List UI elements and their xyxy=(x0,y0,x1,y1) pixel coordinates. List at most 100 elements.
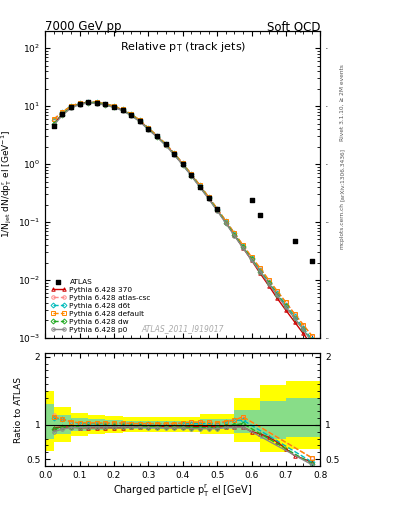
Pythia 6.428 p0 xyxy=(120,108,125,114)
Pythia 6.428 default xyxy=(223,218,228,224)
Text: Relative p$_{\rm T}$ (track jets): Relative p$_{\rm T}$ (track jets) xyxy=(119,40,246,54)
Line: Pythia 6.428 p0: Pythia 6.428 p0 xyxy=(52,101,314,343)
Pythia 6.428 p0 xyxy=(232,232,237,239)
Pythia 6.428 370 xyxy=(146,126,151,132)
Pythia 6.428 dw xyxy=(103,102,108,108)
Pythia 6.428 p0 xyxy=(172,152,176,158)
Pythia 6.428 p0 xyxy=(309,338,314,344)
ATLAS xyxy=(206,194,212,202)
Pythia 6.428 370 xyxy=(301,330,305,336)
Pythia 6.428 370 xyxy=(215,207,219,213)
Pythia 6.428 atlas-csc xyxy=(69,103,73,109)
Pythia 6.428 atlas-csc xyxy=(51,116,56,122)
Pythia 6.428 atlas-csc xyxy=(223,218,228,224)
Pythia 6.428 atlas-csc xyxy=(180,160,185,166)
Pythia 6.428 370 xyxy=(94,100,99,106)
Pythia 6.428 p0 xyxy=(138,119,142,125)
Pythia 6.428 atlas-csc xyxy=(309,332,314,338)
Pythia 6.428 370 xyxy=(172,151,176,157)
Y-axis label: Ratio to ATLAS: Ratio to ATLAS xyxy=(14,377,23,442)
Pythia 6.428 default xyxy=(283,300,288,306)
Pythia 6.428 d6t xyxy=(172,150,176,156)
Text: ATLAS_2011_I919017: ATLAS_2011_I919017 xyxy=(141,324,224,333)
Pythia 6.428 p0 xyxy=(215,207,219,214)
Pythia 6.428 atlas-csc xyxy=(163,141,168,147)
Pythia 6.428 p0 xyxy=(189,173,194,179)
Pythia 6.428 p0 xyxy=(283,304,288,310)
Pythia 6.428 p0 xyxy=(275,292,280,298)
Pythia 6.428 370 xyxy=(154,133,159,139)
Pythia 6.428 dw xyxy=(138,118,142,124)
Pythia 6.428 default xyxy=(146,125,151,131)
Pythia 6.428 370 xyxy=(232,232,237,238)
ATLAS xyxy=(145,124,152,133)
ATLAS xyxy=(162,140,169,148)
Line: Pythia 6.428 dw: Pythia 6.428 dw xyxy=(52,101,314,343)
Pythia 6.428 p0 xyxy=(146,126,151,133)
Pythia 6.428 default xyxy=(215,206,219,212)
Pythia 6.428 dw xyxy=(241,244,245,250)
Line: Pythia 6.428 atlas-csc: Pythia 6.428 atlas-csc xyxy=(52,100,314,337)
Legend: ATLAS, Pythia 6.428 370, Pythia 6.428 atlas-csc, Pythia 6.428 d6t, Pythia 6.428 : ATLAS, Pythia 6.428 370, Pythia 6.428 at… xyxy=(49,277,152,334)
Text: [arXiv:1306.3436]: [arXiv:1306.3436] xyxy=(340,147,344,201)
Pythia 6.428 p0 xyxy=(258,268,263,274)
Pythia 6.428 d6t xyxy=(206,194,211,200)
Pythia 6.428 d6t xyxy=(275,290,280,296)
Pythia 6.428 d6t xyxy=(189,171,194,177)
Pythia 6.428 370 xyxy=(206,195,211,201)
Pythia 6.428 dw xyxy=(206,195,211,201)
Pythia 6.428 atlas-csc xyxy=(258,265,263,271)
Pythia 6.428 370 xyxy=(241,245,245,251)
Pythia 6.428 p0 xyxy=(51,122,56,128)
Pythia 6.428 dw xyxy=(163,142,168,148)
Pythia 6.428 atlas-csc xyxy=(120,106,125,113)
Pythia 6.428 default xyxy=(163,141,168,147)
Pythia 6.428 d6t xyxy=(94,99,99,105)
Pythia 6.428 dw xyxy=(172,152,176,158)
Pythia 6.428 p0 xyxy=(60,112,65,118)
Pythia 6.428 atlas-csc xyxy=(94,99,99,105)
Pythia 6.428 p0 xyxy=(301,326,305,332)
Pythia 6.428 atlas-csc xyxy=(154,133,159,139)
Line: Pythia 6.428 370: Pythia 6.428 370 xyxy=(52,100,314,347)
Pythia 6.428 default xyxy=(60,109,65,115)
Pythia 6.428 dw xyxy=(69,104,73,111)
Pythia 6.428 d6t xyxy=(223,218,228,224)
Pythia 6.428 370 xyxy=(180,161,185,167)
Pythia 6.428 dw xyxy=(60,112,65,118)
ATLAS xyxy=(188,171,195,179)
Pythia 6.428 dw xyxy=(154,134,159,140)
Pythia 6.428 default xyxy=(206,194,211,200)
Pythia 6.428 dw xyxy=(275,291,280,297)
Pythia 6.428 370 xyxy=(60,111,65,117)
Pythia 6.428 p0 xyxy=(223,220,228,226)
Pythia 6.428 atlas-csc xyxy=(198,182,202,188)
Pythia 6.428 dw xyxy=(198,184,202,190)
Pythia 6.428 p0 xyxy=(129,113,134,119)
ATLAS xyxy=(68,103,74,112)
Pythia 6.428 atlas-csc xyxy=(283,300,288,306)
Line: Pythia 6.428 d6t: Pythia 6.428 d6t xyxy=(52,100,314,340)
Pythia 6.428 dw xyxy=(51,121,56,127)
Pythia 6.428 default xyxy=(94,99,99,105)
Text: Rivet 3.1.10, ≥ 2M events: Rivet 3.1.10, ≥ 2M events xyxy=(340,64,344,141)
Pythia 6.428 atlas-csc xyxy=(146,125,151,131)
Pythia 6.428 p0 xyxy=(112,104,116,111)
Pythia 6.428 370 xyxy=(103,101,108,108)
Pythia 6.428 370 xyxy=(69,104,73,110)
Pythia 6.428 atlas-csc xyxy=(77,100,82,106)
Pythia 6.428 d6t xyxy=(241,243,245,249)
Pythia 6.428 p0 xyxy=(292,315,297,321)
Pythia 6.428 d6t xyxy=(60,109,65,115)
Pythia 6.428 default xyxy=(275,288,280,294)
Pythia 6.428 atlas-csc xyxy=(129,111,134,117)
Pythia 6.428 default xyxy=(232,230,237,237)
ATLAS xyxy=(291,237,298,245)
ATLAS xyxy=(119,106,126,114)
Pythia 6.428 default xyxy=(258,265,263,271)
Pythia 6.428 370 xyxy=(275,295,280,302)
Pythia 6.428 default xyxy=(51,116,56,122)
Pythia 6.428 default xyxy=(266,277,271,283)
Pythia 6.428 atlas-csc xyxy=(292,311,297,317)
ATLAS xyxy=(111,102,117,111)
